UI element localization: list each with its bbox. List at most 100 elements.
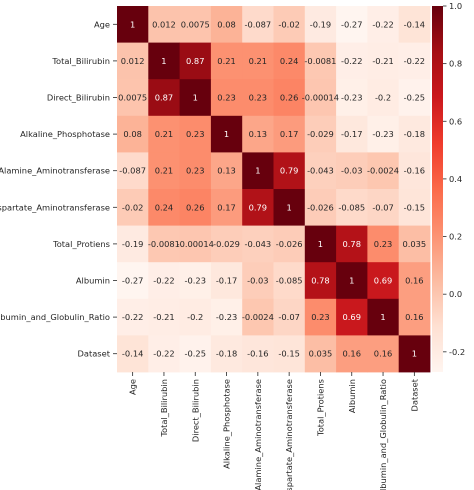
heatmap-cell bbox=[336, 115, 368, 153]
heatmap-cell bbox=[367, 335, 400, 373]
heatmap-cell bbox=[367, 152, 400, 190]
cell-value-label: 0.69 bbox=[343, 312, 361, 322]
cell-value-label: 1 bbox=[318, 239, 323, 249]
heatmap-cell bbox=[148, 298, 180, 336]
heatmap-cell bbox=[398, 115, 431, 153]
cell-value-label: 0.26 bbox=[280, 93, 298, 103]
heatmap-cell bbox=[148, 115, 180, 153]
heatmap-cell bbox=[398, 262, 431, 300]
cell-value-label: 0.035 bbox=[309, 349, 333, 359]
y-tick-label: Alkaline_Phosphotase bbox=[20, 129, 110, 139]
cell-value-label: -0.18 bbox=[216, 349, 237, 359]
heatmap-cell bbox=[304, 6, 337, 43]
heatmap-cell bbox=[179, 189, 212, 226]
cell-value-label: -0.19 bbox=[310, 19, 331, 29]
cell-value-label: -0.14 bbox=[404, 19, 425, 29]
heatmap-cell bbox=[148, 42, 180, 80]
cell-value-label: -0.27 bbox=[122, 276, 143, 286]
cell-value-label: 0.0075 bbox=[118, 93, 147, 103]
cell-value-label: -0.22 bbox=[153, 276, 174, 286]
cell-value-label: -0.07 bbox=[372, 202, 393, 212]
heatmap-cell bbox=[179, 225, 212, 263]
heatmap-cell bbox=[148, 189, 180, 226]
y-tick-label: Age bbox=[94, 19, 110, 29]
heatmap-cell bbox=[210, 6, 243, 43]
heatmap-cell bbox=[304, 115, 337, 153]
cell-value-label: -0.026 bbox=[307, 202, 334, 212]
heatmap-cell bbox=[273, 189, 306, 226]
heatmap-cell bbox=[304, 42, 337, 80]
cell-value-label: -0.02 bbox=[122, 202, 143, 212]
heatmap-cell bbox=[117, 42, 149, 80]
heatmap-cell bbox=[367, 115, 400, 153]
cell-value-label: -0.14 bbox=[122, 349, 143, 359]
heatmap-cell bbox=[179, 79, 212, 117]
cell-value-label: -0.029 bbox=[213, 239, 240, 249]
heatmap-cell bbox=[273, 262, 306, 300]
heatmap-cell bbox=[242, 298, 274, 336]
heatmap-cell bbox=[210, 298, 243, 336]
cell-value-label: -0.07 bbox=[278, 312, 299, 322]
x-tick-label: Albumin_and_Globulin_Ratio bbox=[378, 379, 388, 490]
cell-value-label: -0.23 bbox=[216, 312, 237, 322]
cell-value-label: 0.13 bbox=[217, 166, 235, 176]
cell-value-label: -0.22 bbox=[404, 56, 425, 66]
cell-value-label: 1 bbox=[161, 56, 166, 66]
heatmap-cell bbox=[210, 262, 243, 300]
heatmap-cells bbox=[117, 6, 431, 373]
cell-value-label: 0.87 bbox=[186, 56, 204, 66]
heatmap-cell bbox=[336, 225, 368, 263]
cell-value-label: -0.23 bbox=[185, 276, 206, 286]
heatmap-cell bbox=[273, 225, 306, 263]
cell-value-label: -0.22 bbox=[341, 56, 362, 66]
heatmap-cell bbox=[117, 115, 149, 153]
heatmap-cell bbox=[367, 225, 400, 263]
cell-value-label: 0.21 bbox=[155, 129, 173, 139]
heatmap-cell bbox=[179, 152, 212, 190]
x-axis-tick-labels: Age Total_Bilirubin Direct_Bilirubin Alkali… bbox=[128, 372, 419, 490]
cell-value-label: 0.24 bbox=[280, 56, 298, 66]
cell-value-label: 0.17 bbox=[217, 202, 235, 212]
cell-value-label: -0.00014 bbox=[302, 93, 339, 103]
cell-value-label: 1 bbox=[193, 93, 198, 103]
heatmap-cell bbox=[367, 42, 400, 80]
cell-value-label: -0.03 bbox=[341, 166, 362, 176]
x-tick-label: Alamine_Aminotransferase bbox=[253, 379, 263, 490]
cell-value-label: -0.043 bbox=[244, 239, 271, 249]
cell-value-label: -0.18 bbox=[404, 129, 425, 139]
heatmap-cell bbox=[117, 335, 149, 373]
cell-value-label: 1 bbox=[349, 276, 354, 286]
heatmap-cell bbox=[148, 79, 180, 117]
heatmap-cell bbox=[398, 189, 431, 226]
heatmap-cell bbox=[273, 79, 306, 117]
heatmap-cell bbox=[179, 262, 212, 300]
heatmap-cell bbox=[398, 298, 431, 336]
heatmap-cell bbox=[117, 189, 149, 226]
heatmap-cell bbox=[304, 298, 337, 336]
cell-value-label: 0.012 bbox=[121, 56, 145, 66]
cell-value-label: 0.23 bbox=[311, 312, 329, 322]
x-tick-label: Alkaline_Phosphotase bbox=[222, 379, 232, 469]
cell-value-label: 0.21 bbox=[217, 56, 235, 66]
heatmap-cell bbox=[179, 115, 212, 153]
heatmap-cell bbox=[273, 115, 306, 153]
heatmap-cell bbox=[367, 262, 400, 300]
colorbar-tick-label: 0.0 bbox=[449, 289, 462, 299]
heatmap-cell bbox=[148, 262, 180, 300]
cell-value-label: 1 bbox=[287, 202, 292, 212]
heatmap-cell bbox=[148, 152, 180, 190]
cell-value-label: -0.17 bbox=[341, 129, 362, 139]
cell-value-label: -0.19 bbox=[122, 239, 143, 249]
cell-value-label: -0.0081 bbox=[304, 56, 336, 66]
heatmap-cell bbox=[304, 79, 337, 117]
cell-value-label: -0.00014 bbox=[177, 239, 214, 249]
heatmap-cell bbox=[304, 225, 337, 263]
heatmap-cell bbox=[210, 42, 243, 80]
heatmap-cell bbox=[242, 6, 274, 43]
y-axis-tick-labels: Age Total_Bilirubin Direct_Bilirubin Alkali… bbox=[0, 19, 117, 359]
x-tick-label: Dataset bbox=[409, 378, 419, 411]
cell-value-label: -0.22 bbox=[372, 19, 393, 29]
heatmap-cell bbox=[273, 335, 306, 373]
cell-value-label: 0.79 bbox=[249, 202, 267, 212]
